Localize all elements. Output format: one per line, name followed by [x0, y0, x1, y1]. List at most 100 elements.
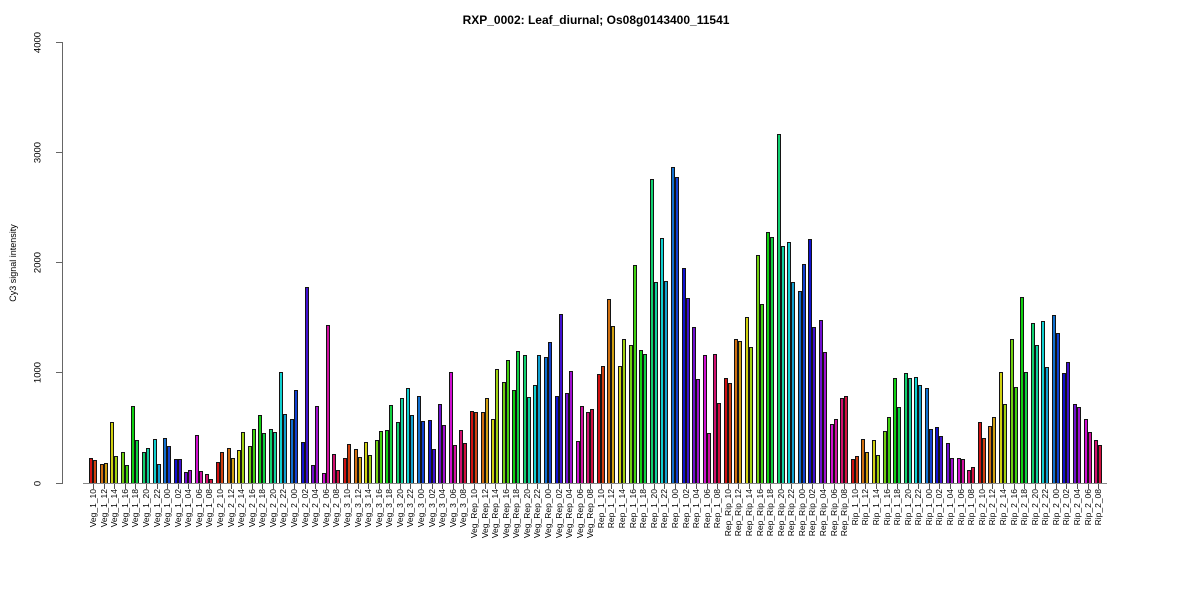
x-axis-tick	[198, 484, 200, 489]
y-axis-label: 4000	[32, 31, 44, 53]
bar	[230, 458, 235, 483]
bar	[152, 438, 157, 483]
x-axis-tick	[685, 484, 687, 489]
x-axis-label: Veg_3_16	[373, 489, 384, 528]
bar	[643, 353, 648, 483]
x-axis-tick	[992, 484, 994, 489]
bar	[1062, 373, 1067, 483]
x-axis-label: Veg_1_00	[162, 489, 173, 528]
x-axis-tick	[727, 484, 729, 489]
x-axis-tick	[124, 484, 126, 489]
x-axis-tick	[505, 484, 507, 489]
x-axis-tick	[960, 484, 962, 489]
x-axis-tick	[812, 484, 814, 489]
x-axis-label: Rip_1_14	[870, 489, 881, 526]
bar	[893, 378, 898, 483]
x-axis-tick	[801, 484, 803, 489]
bar	[829, 423, 834, 483]
bar	[611, 326, 616, 483]
bar	[586, 412, 591, 483]
x-axis-tick	[378, 484, 380, 489]
x-axis-label: Rep_1_12	[606, 489, 617, 529]
bar	[469, 411, 474, 483]
x-axis-label: Veg_Rep_08	[585, 489, 596, 539]
x-axis-tick	[1002, 484, 1004, 489]
bar	[696, 379, 701, 483]
bar	[304, 286, 309, 483]
bar	[395, 422, 400, 483]
x-axis-tick	[558, 484, 560, 489]
bar	[808, 239, 813, 483]
bar	[374, 439, 379, 483]
x-axis-label: Veg_2_04	[310, 489, 321, 528]
y-axis-label: 3000	[32, 141, 44, 163]
x-axis-label: Veg_Rep_20	[521, 489, 532, 539]
x-axis-tick	[918, 484, 920, 489]
bar	[903, 372, 908, 484]
bar	[622, 338, 626, 483]
bar	[163, 438, 168, 483]
bar	[167, 446, 172, 483]
bar	[801, 264, 806, 483]
bar	[99, 464, 104, 483]
bar	[797, 290, 802, 483]
x-axis-tick	[1013, 484, 1015, 489]
bar	[1009, 339, 1014, 483]
x-axis-label: Rip_1_12	[860, 489, 871, 526]
bar	[209, 479, 214, 483]
x-axis-label: Veg_1_22	[151, 489, 162, 528]
bar	[399, 398, 404, 483]
x-axis-label: Veg_1_08	[204, 489, 215, 528]
x-axis-label: Rip_1_20	[902, 489, 913, 526]
bar	[575, 441, 580, 483]
bar	[776, 133, 781, 483]
x-axis-tick	[135, 484, 137, 489]
bar	[628, 345, 633, 483]
bar	[865, 451, 870, 483]
x-axis-label: Veg_2_20	[267, 489, 278, 528]
x-axis-label: Veg_1_02	[172, 489, 183, 528]
x-axis-tick	[706, 484, 708, 489]
bar	[427, 419, 432, 483]
y-axis-line	[62, 42, 63, 484]
bar	[533, 384, 538, 483]
bar	[505, 360, 510, 483]
x-axis-tick	[1076, 484, 1078, 489]
x-axis-tick	[854, 484, 856, 489]
x-axis-tick	[632, 484, 634, 489]
bar	[290, 418, 294, 483]
x-axis-tick	[421, 484, 422, 489]
bar	[759, 303, 764, 483]
x-axis-label: Veg_Rep_04	[564, 489, 575, 539]
bar	[120, 452, 125, 483]
bar	[717, 402, 722, 483]
x-axis-label: Rip_2_12	[987, 489, 998, 526]
bar	[639, 349, 644, 483]
x-axis-label: Veg_2_12	[225, 489, 236, 528]
bar	[607, 299, 612, 483]
x-axis-tick	[791, 484, 793, 489]
bar	[727, 382, 732, 483]
x-axis-label: Veg_3_18	[384, 489, 395, 528]
bar	[237, 449, 242, 483]
x-axis-tick	[643, 484, 645, 489]
bar	[1076, 406, 1081, 483]
x-axis-tick	[907, 484, 909, 489]
bar	[833, 418, 838, 483]
bar	[226, 447, 231, 483]
bar	[780, 246, 785, 483]
x-axis-label: Rep_Rip_16	[754, 489, 765, 537]
bar	[928, 429, 933, 483]
x-axis-label: Rip_2_20	[1029, 489, 1040, 526]
x-axis-label: Rep_Rip_08	[839, 489, 850, 537]
x-axis-tick	[971, 484, 973, 489]
x-axis-tick	[167, 484, 169, 489]
bar	[258, 414, 263, 483]
x-axis-tick	[939, 484, 941, 489]
bar	[1098, 445, 1103, 483]
bar	[216, 462, 220, 483]
x-axis-tick	[569, 484, 571, 489]
x-axis-tick	[1098, 484, 1100, 489]
bar	[935, 427, 940, 483]
x-axis-label: Rep_1_20	[648, 489, 659, 529]
